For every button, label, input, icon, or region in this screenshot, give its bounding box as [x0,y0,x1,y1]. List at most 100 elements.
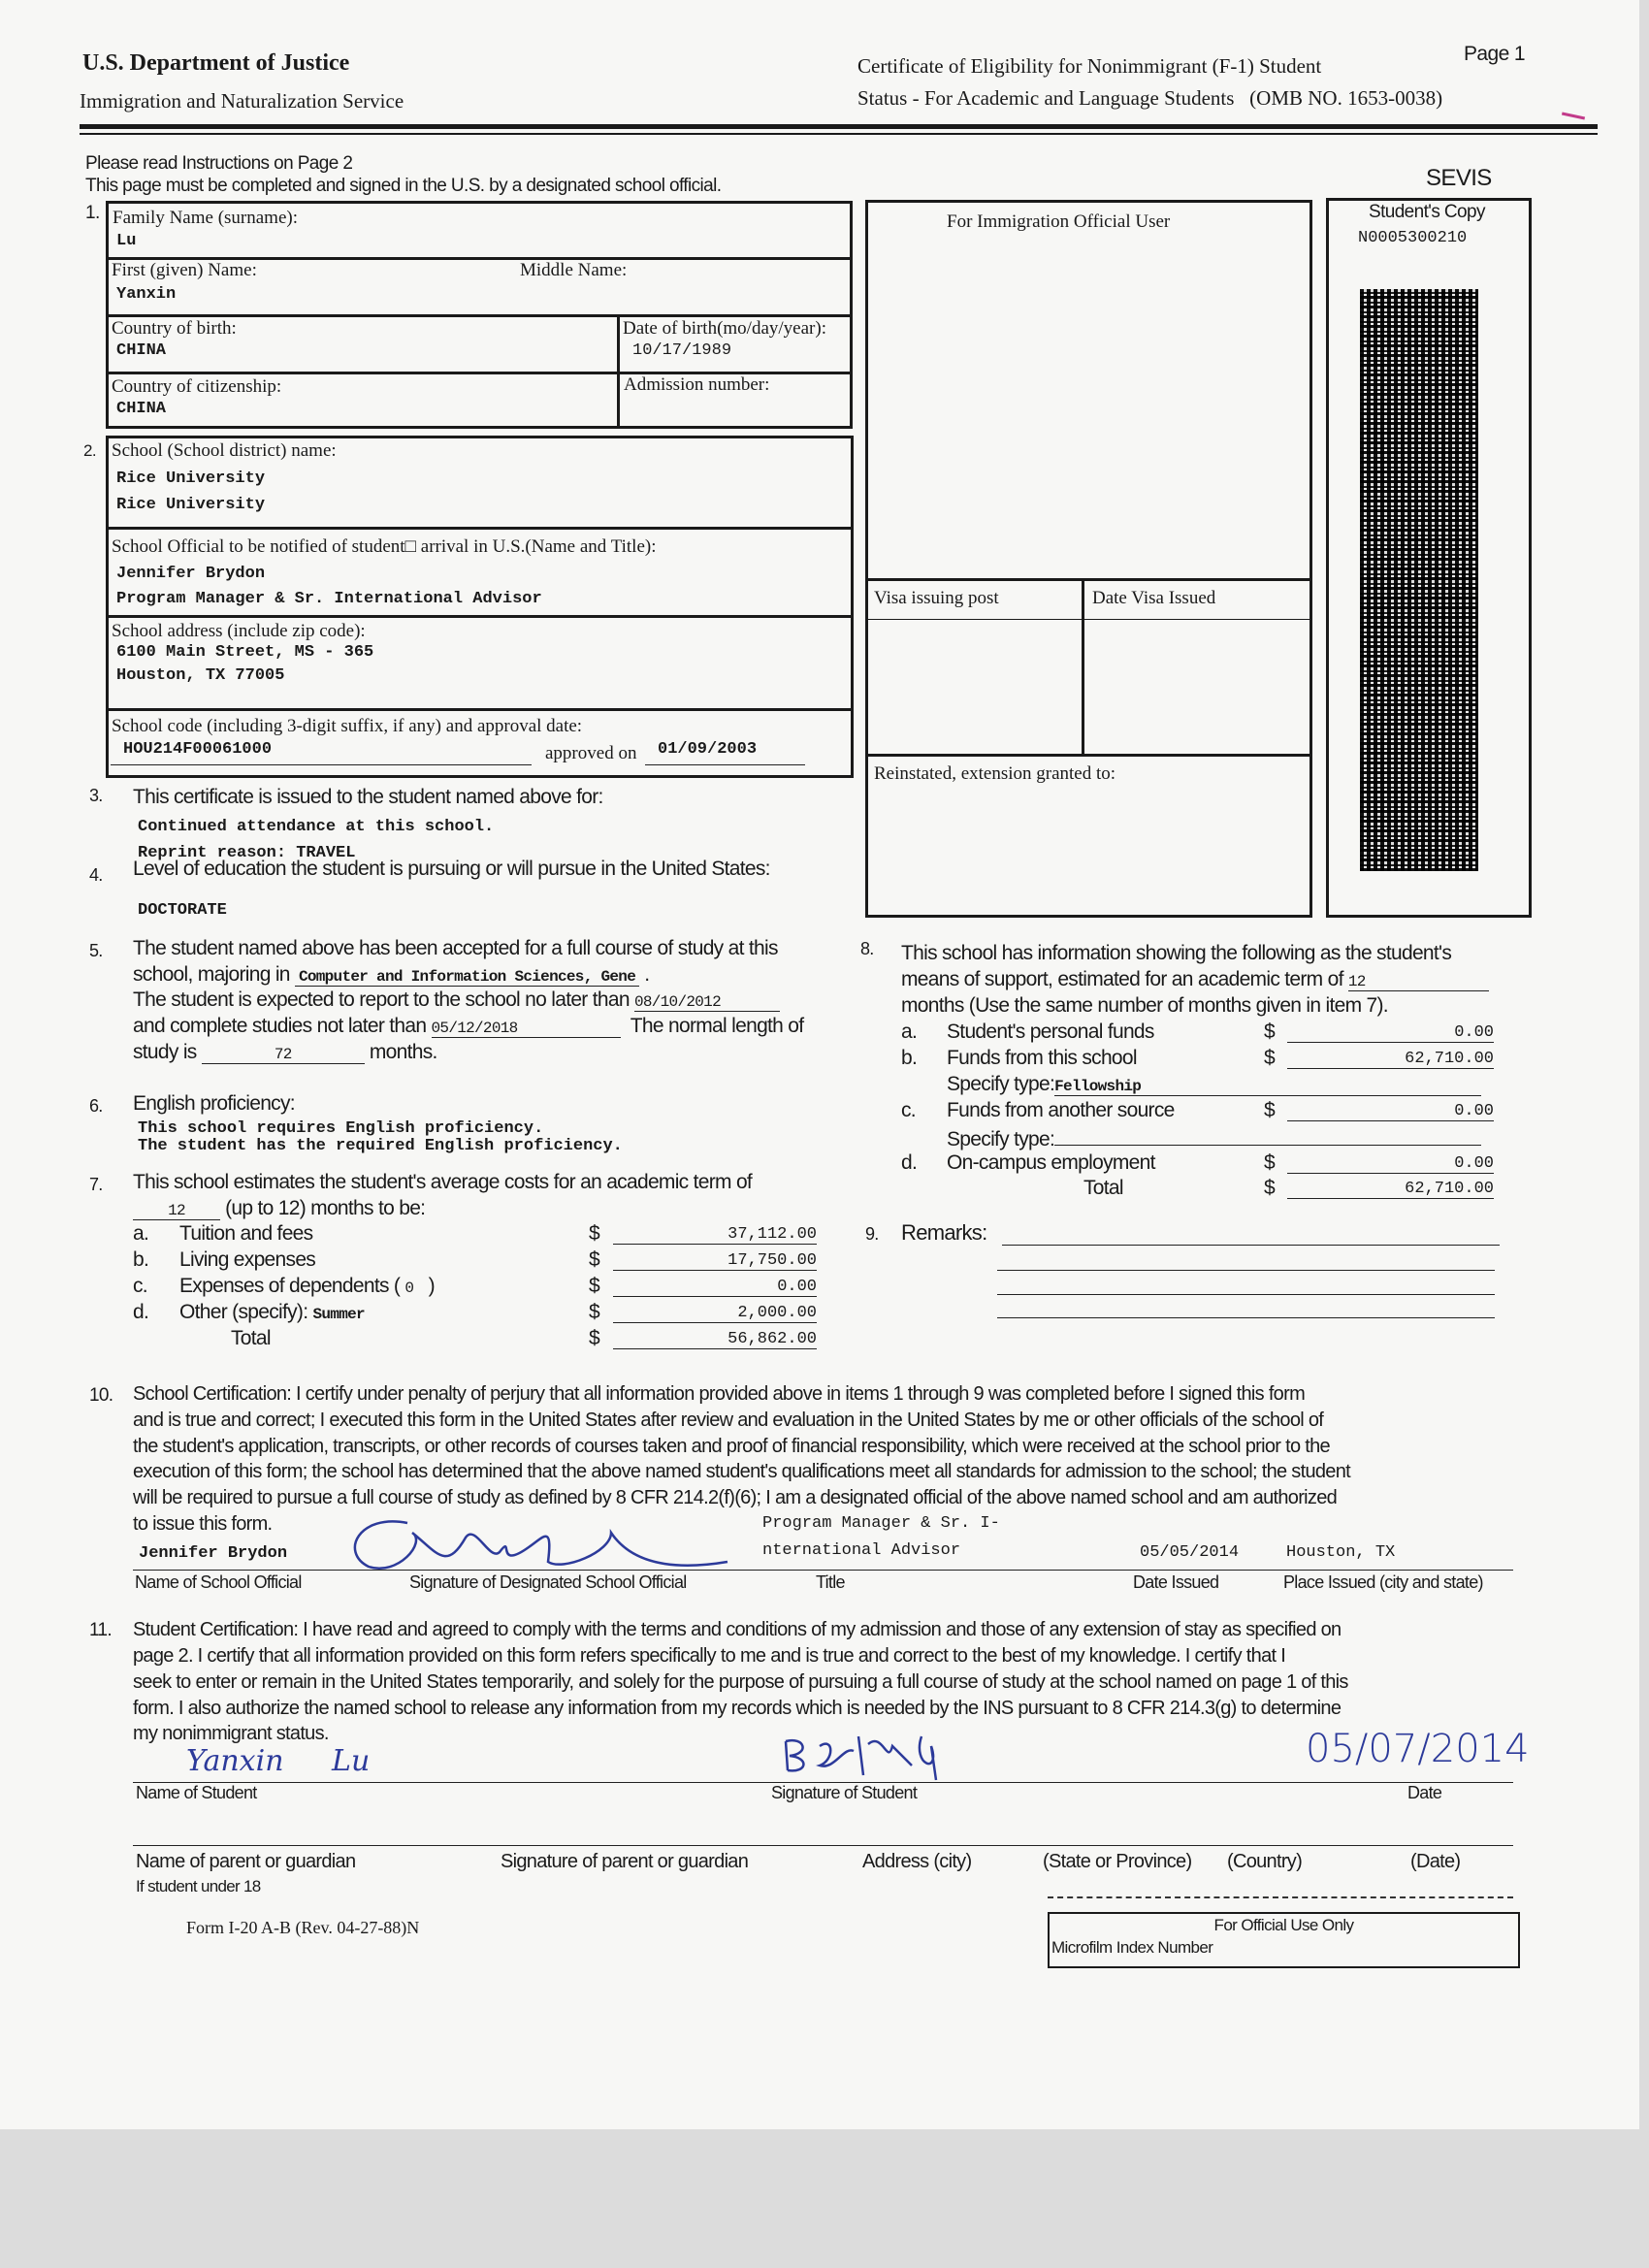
item3-number: 3. [89,786,103,805]
reprint-reason: Reprint reason: TRAVEL [138,844,356,862]
school-code-label: School code (including 3-digit suffix, i… [112,716,583,736]
fund-b-currency: $ [1264,1047,1276,1069]
cost-d-text: Other (specify): [179,1301,308,1323]
cost-c-label: Expenses of dependents ( 0 ) [179,1275,436,1298]
fund-b-amount: 62,710.00 [1287,1047,1494,1069]
cert-line: and is true and correct; I executed this… [133,1409,1324,1431]
divider [865,578,1312,581]
school-name-line1: Rice University [116,470,266,488]
divider [106,314,853,317]
item8-months: 12 [1347,973,1489,991]
cost-a-label: Tuition and fees [179,1222,313,1245]
student-cert-line: page 2. I certify that all information p… [133,1645,1286,1667]
fund-c-amount: 0.00 [1287,1099,1494,1121]
label-under-18: If student under 18 [136,1877,261,1895]
fund-a-label: Student's personal funds [947,1021,1154,1043]
cost-total-currency: $ [589,1327,600,1349]
fund-c-currency: $ [1264,1099,1276,1121]
specify-type-blank [1054,1125,1482,1146]
student-cert-line: my nonimmigrant status. [133,1723,329,1744]
form-id: Form I-20 A-B (Rev. 04-27-88)N [186,1918,420,1937]
fund-total-label: Total [1083,1177,1124,1199]
label-student-signature: Signature of Student [771,1783,918,1802]
form-title-2: Status - For Academic and Language Stude… [857,86,1442,111]
official-label: School Official to be notified of studen… [112,536,657,557]
label-guardian-date: (Date) [1410,1851,1461,1872]
cost-c-letter: c. [133,1275,148,1297]
item5-line4: and complete studies not later than 05/1… [133,1015,804,1038]
specify-type-value: Fellowship [1054,1078,1482,1096]
underline [645,764,805,765]
item8-line1: This school has information showing the … [901,942,1452,964]
remarks-line [997,1294,1495,1295]
label-official-signature: Signature of Designated School Official [409,1572,687,1592]
item4-number: 4. [89,865,103,885]
months-label: months. [369,1041,438,1063]
sevis-id: N0005300210 [1358,229,1468,247]
specify-label: Specify type: [947,1128,1055,1150]
cost-b-amount: 17,750.00 [613,1248,817,1271]
specify-label: Specify type: [947,1073,1055,1095]
cost-d-currency: $ [589,1301,600,1323]
fund-c-letter: c. [901,1099,917,1121]
service-name: Immigration and Naturalization Service [80,89,404,113]
admission-label: Admission number: [624,374,770,395]
item7-up-to: (up to 12) months to be: [225,1197,426,1219]
major-label: school, majoring in [133,963,290,986]
citizenship-value: CHINA [116,400,167,418]
visa-post-label: Visa issuing post [874,588,999,608]
item5-line5: study is 72 months. [133,1041,437,1064]
other-specify: Summer [312,1306,365,1323]
study-months: 72 [201,1046,365,1064]
signature-line [133,1570,1513,1571]
student-cert-line: seek to enter or remain in the United St… [133,1671,1348,1693]
approved-label: approved on [545,743,637,763]
section2-number: 2. [83,441,97,460]
divider [106,615,854,618]
cert-line: to issue this form. [133,1513,273,1535]
official-title-line2: nternational Advisor [762,1541,961,1560]
dob-value: 10/17/1989 [632,341,732,360]
remarks-label: Remarks: [901,1220,987,1245]
label-place-issued: Place Issued (city and state) [1283,1572,1484,1592]
item8-term-label: means of support, estimated for an acade… [901,968,1343,990]
underline [111,764,532,765]
fund-total-amount: 62,710.00 [1287,1177,1494,1199]
fund-c-label: Funds from another source [947,1099,1175,1121]
report-date: 08/10/2012 [633,993,780,1012]
fund-d-currency: $ [1264,1151,1276,1174]
form-title-1: Certificate of Eligibility for Nonimmigr… [857,54,1322,78]
fund-b-letter: b. [901,1047,918,1069]
item7-line1: This school estimates the student's aver… [133,1171,753,1193]
report-label: The student is expected to report to the… [133,988,630,1011]
fund-a-letter: a. [901,1021,918,1043]
microfilm-label: Microfilm Index Number [1051,1938,1213,1957]
divider [617,314,620,429]
form-page: U.S. Department of Justice Immigration a… [0,0,1639,2129]
remarks-line [997,1317,1495,1318]
signature-line [133,1782,1513,1783]
study-label: study is [133,1041,197,1063]
official-title: Program Manager & Sr. International Advi… [116,590,542,608]
cert-line: School Certification: I certify under pe… [133,1383,1306,1405]
normal-length-label: The normal length of [630,1015,804,1037]
label-title: Title [816,1572,846,1592]
label-school-official: Name of School Official [135,1572,302,1592]
students-copy-label: Student's Copy [1369,202,1485,222]
official-use-label: For Official Use Only [1213,1916,1355,1934]
fund-c-specify: Specify type: [947,1125,1482,1151]
fund-a-currency: $ [1264,1021,1276,1043]
item5-number: 5. [89,941,103,960]
label-guardian-signature: Signature of parent or guardian [501,1851,749,1872]
immigration-official-box [865,200,1312,918]
school-name-line2: Rice University [116,496,266,514]
cost-a-amount: 37,112.00 [613,1222,817,1245]
2d-barcode [1360,289,1478,871]
item9-number: 9. [865,1224,879,1244]
family-name-value: Lu [116,232,137,250]
item8-line2: means of support, estimated for an acade… [901,968,1489,991]
student-name-handwritten: Yanxin Lu [186,1744,371,1778]
official-name: Jennifer Brydon [116,565,266,583]
cost-c-close: ) [428,1275,436,1297]
country-birth-value: CHINA [116,341,167,360]
